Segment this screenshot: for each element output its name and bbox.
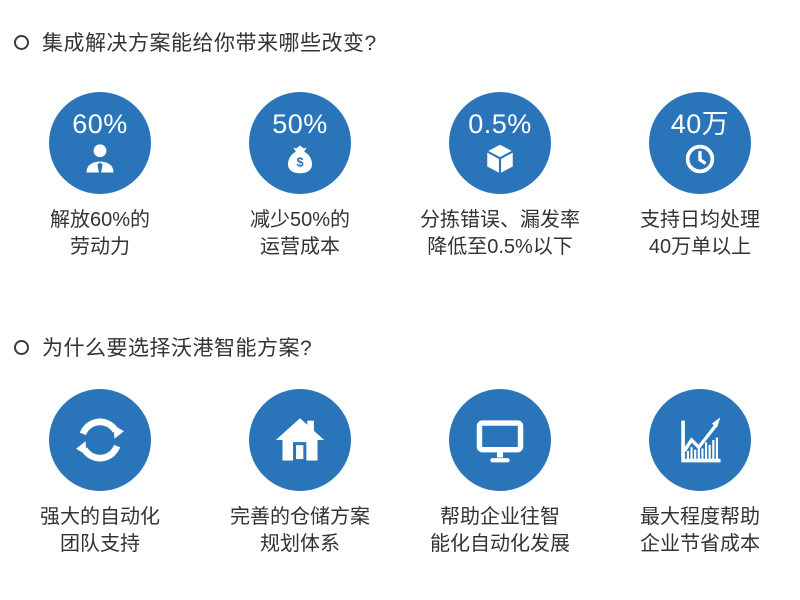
benefit-cards-row: 60% 解放60%的 劳动力 50% $ 减 <box>0 92 800 261</box>
stat-circle: 50% $ <box>249 92 351 194</box>
stat-value: 50% <box>272 109 328 139</box>
caption-line: 支持日均处理 <box>640 209 760 231</box>
stat-value: 60% <box>72 109 128 139</box>
circle-bullet-icon <box>14 34 29 50</box>
icon-circle <box>249 389 351 491</box>
section-benefits: 集成解决方案能给你带来哪些改变? 60% 解放60%的 劳动力 50% <box>0 28 800 261</box>
card-caption: 帮助企业往智 能化自动化发展 <box>430 504 570 558</box>
icon-circle <box>49 389 151 491</box>
caption-line: 解放60%的 <box>49 209 151 231</box>
reason-card: 完善的仓储方案 规划体系 <box>200 389 400 558</box>
caption-line: 规划体系 <box>260 533 340 555</box>
caption-line: 分拣错误、漏发率 <box>420 209 580 231</box>
section-heading: 集成解决方案能给你带来哪些改变? <box>14 28 800 56</box>
caption-line: 能化自动化发展 <box>430 533 570 555</box>
chart-growth-icon <box>671 411 729 469</box>
benefit-card: 40万 支持日均处理 40万单以上 <box>600 92 800 261</box>
section-title: 集成解决方案能给你带来哪些改变? <box>42 32 377 55</box>
caption-line: 强大的自动化 <box>40 506 160 528</box>
section-title: 为什么要选择沃港智能方案? <box>42 337 313 360</box>
caption-line: 完善的仓储方案 <box>230 506 370 528</box>
stat-value: 40万 <box>670 109 730 139</box>
caption-line: 运营成本 <box>260 236 340 258</box>
sync-arrows-icon <box>71 411 129 469</box>
package-cube-icon <box>482 141 518 177</box>
reason-card: 帮助企业往智 能化自动化发展 <box>400 389 600 558</box>
stat-value: 0.5% <box>468 109 532 139</box>
clock-icon <box>682 141 718 177</box>
section-why-choose: 为什么要选择沃港智能方案? 强大的自动化 团队支持 <box>0 333 800 558</box>
caption-line: 团队支持 <box>60 533 140 555</box>
stat-circle: 40万 <box>649 92 751 194</box>
section-heading: 为什么要选择沃港智能方案? <box>14 333 800 361</box>
icon-circle <box>449 389 551 491</box>
reason-card: 强大的自动化 团队支持 <box>0 389 200 558</box>
benefit-card: 60% 解放60%的 劳动力 <box>0 92 200 261</box>
caption-line: 降低至0.5%以下 <box>427 236 573 258</box>
benefit-card: 0.5% 分拣错误、漏发率 降低至0.5%以下 <box>400 92 600 261</box>
caption-line: 最大程度帮助 <box>640 506 760 528</box>
card-caption: 解放60%的 劳动力 <box>50 207 150 261</box>
caption-line: 劳动力 <box>70 236 130 258</box>
caption-line: 减少50%的 <box>249 209 351 231</box>
house-icon <box>271 411 329 469</box>
stat-circle: 60% <box>49 92 151 194</box>
benefit-card: 50% $ 减少50%的 运营成本 <box>200 92 400 261</box>
circle-bullet-icon <box>14 339 29 355</box>
card-caption: 完善的仓储方案 规划体系 <box>230 504 370 558</box>
caption-line: 帮助企业往智 <box>440 506 560 528</box>
caption-line: 40万单以上 <box>648 236 752 258</box>
reason-cards-row: 强大的自动化 团队支持 完善的仓储方案 规划体系 <box>0 389 800 558</box>
svg-text:$: $ <box>296 155 303 170</box>
money-bag-icon: $ <box>282 141 318 177</box>
caption-line: 企业节省成本 <box>640 533 760 555</box>
monitor-icon <box>471 411 529 469</box>
icon-circle <box>649 389 751 491</box>
card-caption: 支持日均处理 40万单以上 <box>640 207 760 261</box>
user-icon <box>82 141 118 177</box>
card-caption: 分拣错误、漏发率 降低至0.5%以下 <box>420 207 580 261</box>
card-caption: 强大的自动化 团队支持 <box>40 504 160 558</box>
card-caption: 减少50%的 运营成本 <box>250 207 350 261</box>
reason-card: 最大程度帮助 企业节省成本 <box>600 389 800 558</box>
stat-circle: 0.5% <box>449 92 551 194</box>
card-caption: 最大程度帮助 企业节省成本 <box>640 504 760 558</box>
